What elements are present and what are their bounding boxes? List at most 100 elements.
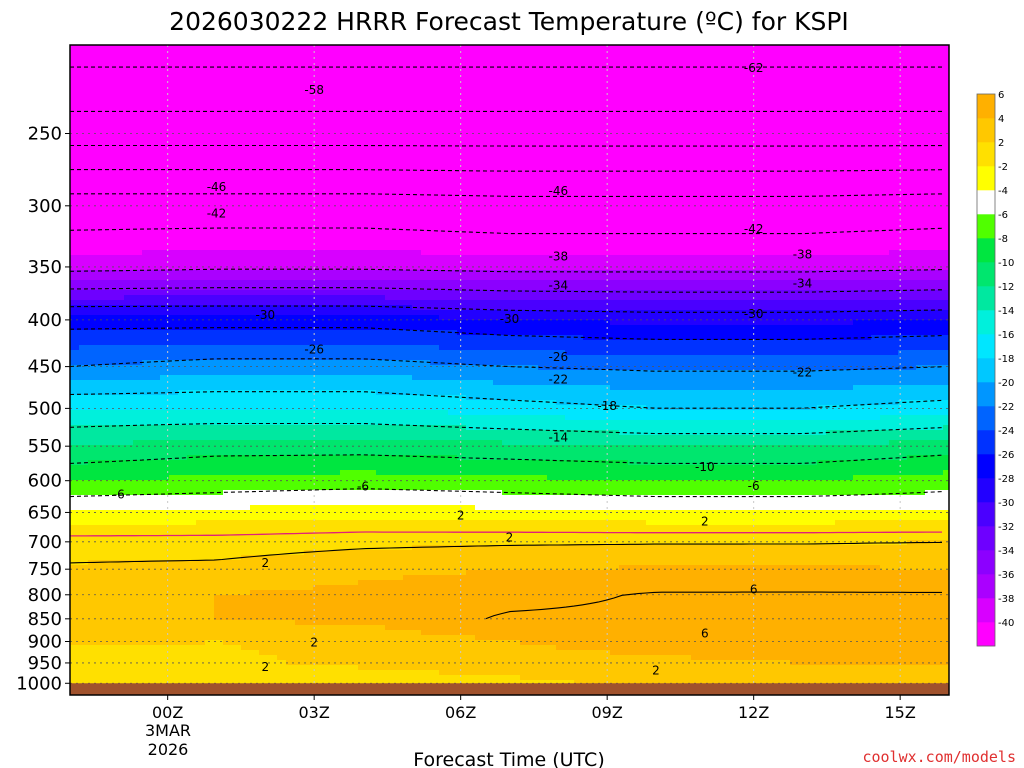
- temperature-cell: [79, 665, 89, 671]
- temperature-cell: [313, 220, 323, 226]
- temperature-cell: [277, 350, 287, 356]
- temperature-cell: [196, 90, 206, 96]
- temperature-cell: [205, 105, 215, 111]
- temperature-cell: [403, 195, 413, 201]
- temperature-cell: [187, 405, 197, 411]
- temperature-cell: [214, 305, 224, 311]
- temperature-cell: [70, 180, 80, 186]
- temperature-cell: [214, 575, 224, 581]
- temperature-cell: [349, 80, 359, 86]
- temperature-cell: [178, 205, 188, 211]
- temperature-cell: [277, 135, 287, 141]
- temperature-cell: [340, 535, 350, 541]
- temperature-cell: [169, 200, 179, 206]
- temperature-cell: [376, 180, 386, 186]
- temperature-cell: [169, 580, 179, 586]
- temperature-cell: [349, 275, 359, 281]
- temperature-cell: [70, 640, 80, 646]
- temperature-cell: [349, 365, 359, 371]
- temperature-cell: [358, 610, 368, 616]
- temperature-cell: [106, 200, 116, 206]
- temperature-cell: [322, 55, 332, 61]
- temperature-cell: [142, 70, 152, 76]
- temperature-cell: [97, 295, 107, 301]
- temperature-cell: [124, 525, 134, 531]
- temperature-cell: [97, 50, 107, 56]
- temperature-cell: [295, 105, 305, 111]
- temperature-cell: [124, 100, 134, 106]
- temperature-cell: [286, 470, 296, 476]
- temperature-cell: [169, 255, 179, 261]
- temperature-cell: [97, 445, 107, 451]
- temperature-cell: [385, 670, 395, 676]
- temperature-cell: [196, 355, 206, 361]
- temperature-cell: [349, 400, 359, 406]
- temperature-cell: [358, 100, 368, 106]
- temperature-cell: [268, 220, 278, 226]
- temperature-cell: [403, 220, 413, 226]
- temperature-cell: [259, 160, 269, 166]
- temperature-cell: [340, 410, 350, 416]
- temperature-cell: [232, 495, 242, 501]
- temperature-cell: [268, 45, 278, 51]
- temperature-cell: [295, 430, 305, 436]
- temperature-cell: [358, 45, 368, 51]
- temperature-cell: [250, 345, 260, 351]
- temperature-cell: [196, 555, 206, 561]
- temperature-cell: [196, 610, 206, 616]
- temperature-cell: [88, 75, 98, 81]
- temperature-cell: [178, 170, 188, 176]
- temperature-cell: [295, 220, 305, 226]
- temperature-cell: [385, 200, 395, 206]
- temperature-cell: [124, 605, 134, 611]
- temperature-cell: [376, 205, 386, 211]
- temperature-cell: [232, 305, 242, 311]
- temperature-cell: [187, 210, 197, 216]
- temperature-cell: [250, 560, 260, 566]
- temperature-cell: [340, 580, 350, 586]
- temperature-cell: [151, 220, 161, 226]
- temperature-cell: [151, 640, 161, 646]
- temperature-cell: [79, 345, 89, 351]
- temperature-cell: [160, 625, 170, 631]
- temperature-cell: [178, 465, 188, 471]
- temperature-cell: [322, 140, 332, 146]
- temperature-cell: [124, 385, 134, 391]
- temperature-cell: [79, 355, 89, 361]
- temperature-cell: [313, 585, 323, 591]
- temperature-cell: [160, 535, 170, 541]
- temperature-cell: [214, 525, 224, 531]
- temperature-cell: [340, 65, 350, 71]
- temperature-cell: [187, 460, 197, 466]
- temperature-cell: [385, 95, 395, 101]
- temperature-cell: [403, 460, 413, 466]
- temperature-cell: [268, 550, 278, 556]
- temperature-cell: [340, 675, 350, 681]
- temperature-cell: [403, 610, 413, 616]
- temperature-cell: [250, 610, 260, 616]
- temperature-cell: [268, 335, 278, 341]
- temperature-cell: [331, 625, 341, 631]
- temperature-cell: [394, 215, 404, 221]
- temperature-cell: [205, 505, 215, 511]
- temperature-cell: [385, 170, 395, 176]
- temperature-cell: [385, 190, 395, 196]
- temperature-cell: [241, 240, 251, 246]
- temperature-cell: [412, 150, 422, 156]
- temperature-cell: [169, 370, 179, 376]
- temperature-cell: [340, 250, 350, 256]
- temperature-cell: [214, 410, 224, 416]
- temperature-cell: [349, 490, 359, 496]
- temperature-cell: [223, 125, 233, 131]
- temperature-cell: [142, 400, 152, 406]
- temperature-cell: [412, 200, 422, 206]
- temperature-cell: [331, 385, 341, 391]
- temperature-cell: [223, 195, 233, 201]
- temperature-cell: [331, 535, 341, 541]
- temperature-cell: [142, 465, 152, 471]
- temperature-cell: [169, 610, 179, 616]
- temperature-cell: [115, 140, 125, 146]
- temperature-cell: [160, 185, 170, 191]
- temperature-cell: [304, 130, 314, 136]
- temperature-cell: [385, 600, 395, 606]
